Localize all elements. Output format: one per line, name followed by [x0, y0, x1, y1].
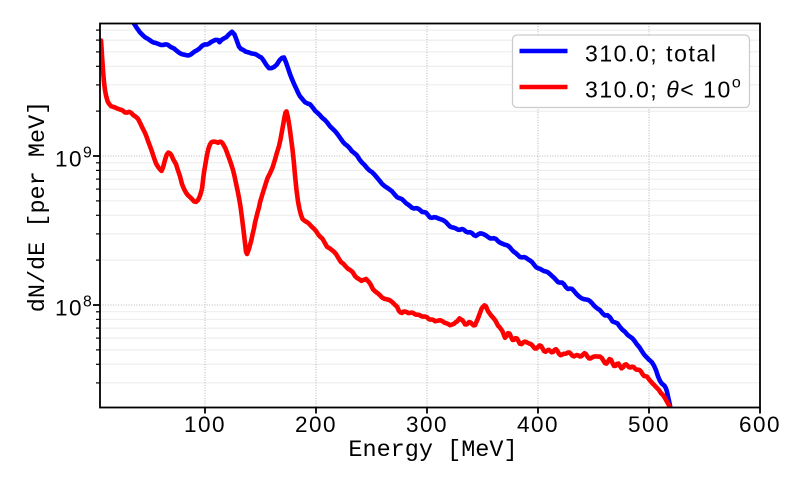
svg-text:300: 300 [406, 412, 448, 437]
svg-text:400: 400 [517, 412, 559, 437]
svg-text:Energy [MeV]: Energy [MeV] [348, 437, 517, 464]
svg-text:600: 600 [739, 412, 781, 437]
svg-text:500: 500 [628, 412, 670, 437]
svg-text:200: 200 [295, 412, 337, 437]
svg-text:dN/dE [per MeV]: dN/dE [per MeV] [25, 101, 52, 313]
svg-text:100: 100 [184, 412, 226, 437]
svg-text:310.0; total: 310.0; total [585, 41, 717, 67]
svg-text:310.0; θ< 10o: 310.0; θ< 10o [585, 75, 742, 103]
